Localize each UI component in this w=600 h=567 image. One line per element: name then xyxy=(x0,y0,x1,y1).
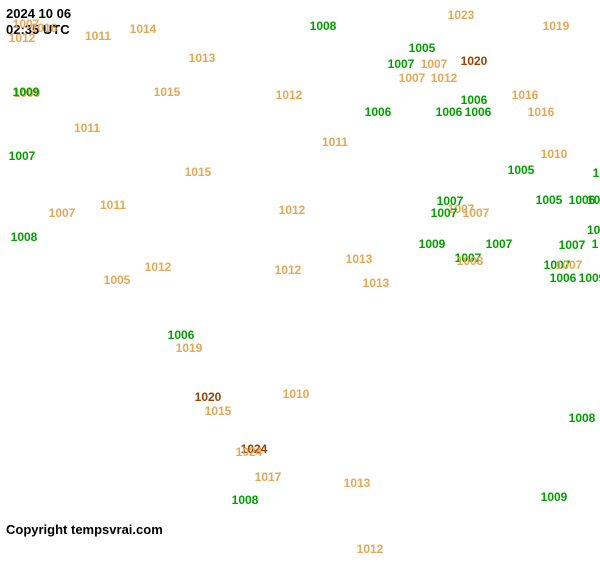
pressure-point: 1015 xyxy=(205,404,232,418)
pressure-point: 1009 xyxy=(579,271,600,285)
pressure-point: 1024 xyxy=(236,445,263,459)
pressure-point: 1007 xyxy=(556,258,583,272)
pressure-point: 1005 xyxy=(104,273,131,287)
pressure-point: 1007 xyxy=(399,71,426,85)
pressure-point: 1008 xyxy=(11,230,38,244)
pressure-point: 1013 xyxy=(189,51,216,65)
pressure-point: 1008 xyxy=(457,254,484,268)
pressure-point: 1005 xyxy=(536,193,563,207)
copyright-text: Copyright tempsvrai.com xyxy=(6,522,163,537)
pressure-point: 1012 xyxy=(276,88,303,102)
pressure-point: 1007 xyxy=(421,57,448,71)
pressure-point: 1015 xyxy=(154,85,181,99)
pressure-point: 1007 xyxy=(486,237,513,251)
pressure-point: 1012 xyxy=(9,31,36,45)
pressure-point: 1007 xyxy=(431,206,458,220)
pressure-point: 1012 xyxy=(145,260,172,274)
pressure-point: 1012 xyxy=(431,71,458,85)
pressure-point: 1011 xyxy=(322,135,348,149)
pressure-point: 1 xyxy=(592,237,599,251)
pressure-point: 1011 xyxy=(100,198,126,212)
pressure-point: 1008 xyxy=(232,493,259,507)
pressure-point: 1006 xyxy=(550,271,577,285)
pressure-point: 1016 xyxy=(512,88,539,102)
pressure-point: 1008 xyxy=(310,19,337,33)
pressure-point: 1007 xyxy=(559,238,586,252)
pressure-point: 1005 xyxy=(409,41,436,55)
pressure-point: 1014 xyxy=(130,22,157,36)
pressure-point: 1011 xyxy=(85,29,111,43)
pressure-point: 1007 xyxy=(9,149,36,163)
pressure-point: 1017 xyxy=(255,470,282,484)
pressure-point: 1006 xyxy=(168,328,195,342)
pressure-point: 1 xyxy=(593,166,600,180)
pressure-point: 1009 xyxy=(541,490,568,504)
pressure-point: 1007 xyxy=(49,206,76,220)
pressure-point: 1012 xyxy=(279,203,306,217)
pressure-point: 1012 xyxy=(275,263,302,277)
pressure-point: 1010 xyxy=(283,387,310,401)
pressure-point: 1019 xyxy=(176,341,203,355)
pressure-point: 1006 xyxy=(365,105,392,119)
pressure-point: 1007 xyxy=(388,57,415,71)
pressure-point: 1005 xyxy=(508,163,535,177)
pressure-point: 1008 xyxy=(569,411,596,425)
pressure-point: 1011 xyxy=(74,121,100,135)
pressure-point: 1007 xyxy=(463,206,490,220)
pressure-point: 1009 xyxy=(13,85,40,99)
pressure-point: 100 xyxy=(587,193,600,207)
pressure-point: 1019 xyxy=(543,19,570,33)
pressure-point: 1020 xyxy=(195,390,222,404)
pressure-point: 1020 xyxy=(461,54,488,68)
pressure-point: 1012 xyxy=(357,542,384,556)
pressure-point: 1009 xyxy=(419,237,446,251)
pressure-point: 1006 xyxy=(465,105,492,119)
pressure-point: 1013 xyxy=(363,276,390,290)
pressure-point: 1010 xyxy=(541,147,568,161)
pressure-map: 2024 10 06 02:35 UTC 1007101610121011101… xyxy=(0,0,600,567)
pressure-point: 1013 xyxy=(346,252,373,266)
pressure-point: 1023 xyxy=(448,8,475,22)
pressure-point: 1016 xyxy=(528,105,555,119)
pressure-point: 1013 xyxy=(344,476,371,490)
pressure-point: 1006 xyxy=(436,105,463,119)
pressure-point: 100 xyxy=(587,223,600,237)
pressure-point: 1015 xyxy=(185,165,212,179)
